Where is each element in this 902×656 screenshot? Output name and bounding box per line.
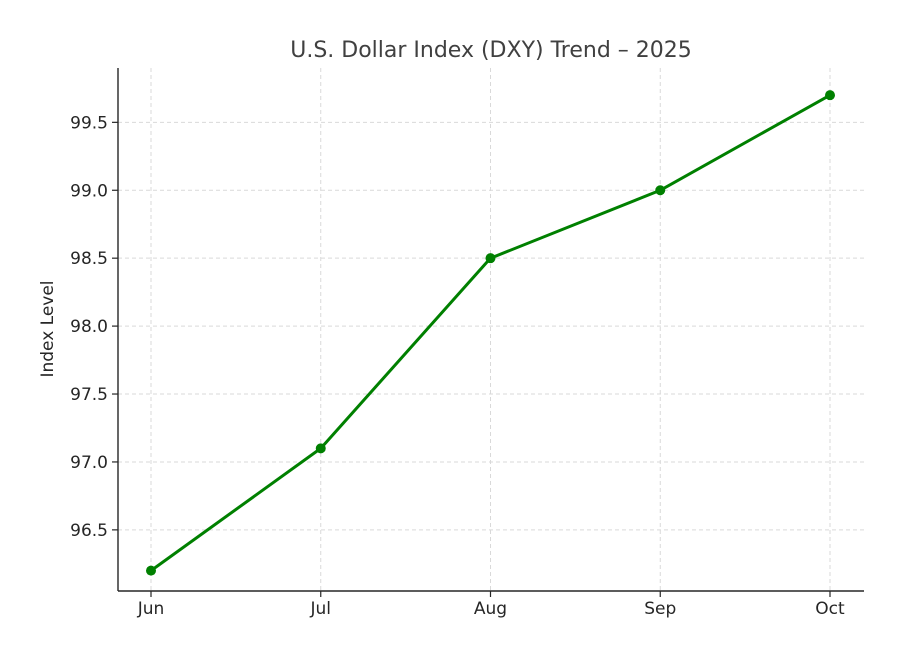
y-tick-label: 97.5 [70,385,108,405]
y-tick-label: 98.0 [70,317,108,337]
chart-title: U.S. Dollar Index (DXY) Trend – 2025 [290,38,692,63]
x-tick-label: Sep [644,599,676,619]
data-point-jul [315,443,326,454]
y-ticks: 96.5 97.0 97.5 98.0 98.5 99.0 99.5 [70,113,118,541]
y-tick-label: 99.5 [70,113,108,133]
data-point-oct [825,90,835,101]
x-tick-label: Aug [474,599,507,619]
data-point-jun [146,565,156,576]
grid [118,68,864,591]
data-point-aug [485,253,496,264]
data-point-sep [655,185,666,196]
x-tick-label: Jun [137,599,165,619]
series [146,90,835,576]
x-tick-label: Oct [815,599,845,619]
y-tick-label: 97.0 [70,453,108,473]
y-axis-label: Index Level [38,280,58,377]
x-ticks: Jun Jul Aug Sep Oct [137,591,845,619]
y-tick-label: 96.5 [70,521,108,541]
x-tick-label: Jul [309,599,331,619]
y-tick-label: 99.0 [70,181,108,201]
y-tick-label: 98.5 [70,249,108,269]
